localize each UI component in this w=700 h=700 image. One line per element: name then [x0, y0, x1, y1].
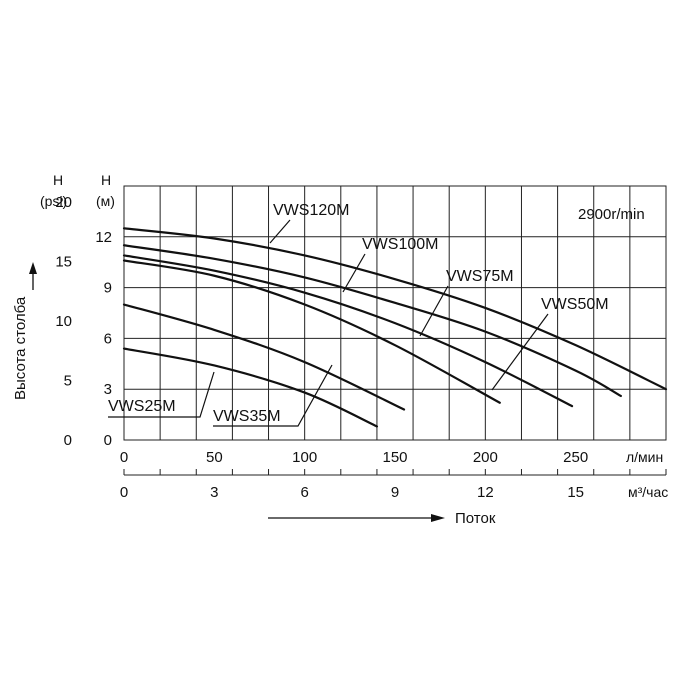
plot-frame [123, 185, 667, 441]
x-lpm-tick-label: 50 [206, 449, 223, 466]
curve-label-vws75m: VWS75M [446, 268, 514, 285]
y-psi-tick-label: 0 [64, 432, 72, 449]
curve-vws50m [122, 259, 501, 404]
psi-axis-header-top: H [53, 172, 63, 188]
x-m3h-tick-label: 3 [210, 484, 218, 501]
x-m3h-tick-label: 9 [391, 484, 399, 501]
x-lpm-tick-label: 250 [563, 449, 588, 466]
y-axis-arrow [29, 262, 37, 290]
x-m3h-tick-label: 15 [567, 484, 584, 501]
x-m3h-tick-label: 6 [300, 484, 308, 501]
leader-vws50m [491, 313, 549, 391]
leader-vws75m [419, 285, 449, 337]
curve-vws100m [122, 244, 622, 398]
y-m-tick-label: 0 [104, 432, 112, 449]
curve-vws25m [122, 347, 379, 428]
curve-label-vws100m: VWS100M [362, 236, 438, 253]
curve-vws120m [122, 227, 668, 391]
y-psi-tick-label: 15 [55, 253, 72, 270]
curve-vws75m [122, 254, 574, 408]
x-m3h-unit: м³/час [628, 484, 668, 500]
curve-labels: VWS25M VWS35M VWS50M VWS75M VWS100M VWS120M [108, 202, 609, 425]
curve-vws35m [122, 303, 406, 411]
y-psi-tick-label: 5 [64, 372, 72, 389]
leader-vws120m [269, 219, 291, 244]
curves [122, 227, 668, 428]
x-lpm-tick-label: 150 [382, 449, 407, 466]
m-axis-header-top: H [101, 172, 111, 188]
psi-axis-header-bottom: (psi) [40, 193, 67, 209]
m-axis-header-bottom: (м) [96, 193, 115, 209]
flow-label: Поток [455, 510, 496, 527]
y-m-tick-label: 3 [104, 381, 112, 398]
y-psi-tick-label: 20 [55, 194, 72, 211]
x-lpm-unit: л/мин [626, 449, 663, 465]
leader-vws25m [108, 371, 215, 418]
curve-label-vws35m: VWS35M [213, 408, 281, 425]
x-m3h-tick-label: 12 [477, 484, 494, 501]
x-lpm-tick-label: 0 [120, 449, 128, 466]
curve-label-vws25m: VWS25M [108, 398, 176, 415]
x-m3h-tick-label: 0 [120, 484, 128, 501]
y-axis-label: Высота столба [12, 296, 29, 400]
grid [123, 185, 667, 476]
x-lpm-tick-label: 200 [473, 449, 498, 466]
y-m-tick-label: 12 [95, 229, 112, 246]
y-m-tick-label: 9 [104, 280, 112, 297]
y-psi-tick-label: 10 [55, 313, 72, 330]
curve-label-vws120m: VWS120M [273, 202, 349, 219]
flow-arrow [268, 514, 445, 522]
curve-label-vws50m: VWS50M [541, 296, 609, 313]
speed-note: 2900r/min [578, 206, 645, 223]
y-m-tick-label: 6 [104, 330, 112, 347]
leader-vws35m [213, 364, 333, 427]
leader-vws100m [342, 253, 366, 293]
x-lpm-tick-label: 100 [292, 449, 317, 466]
label-leaders [108, 219, 549, 427]
